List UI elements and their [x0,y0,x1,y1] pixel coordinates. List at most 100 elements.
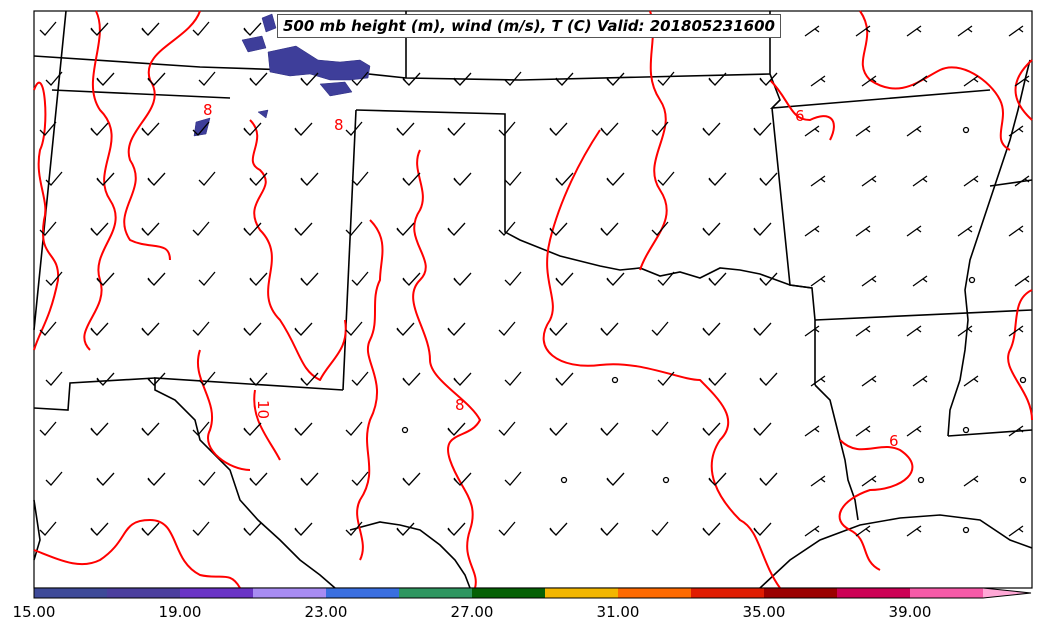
wind-barb-icon [396,222,415,236]
colorbar-segment [545,588,618,598]
wind-barb-icon [861,375,877,387]
calm-wind-circle-icon [1019,476,1027,484]
wind-barb-icon [147,372,166,386]
calm-wind-circle-icon [1019,376,1027,384]
colorbar-segment [910,588,983,598]
wind-barb-icon [45,171,63,186]
calm-wind-circle-icon [962,126,970,134]
wind-barb-icon [351,471,369,486]
calm-wind-circle-icon [611,376,619,384]
wind-barb-icon [708,172,727,186]
wind-barb-icon [198,371,216,386]
wind-barb-icon [192,121,210,136]
wind-barb-icon [963,475,979,487]
wind-barb-icon [345,521,363,536]
contour-label: 10 [254,400,272,419]
wind-barb-icon [147,272,166,286]
wind-barb-icon [804,25,820,37]
wind-barb-icon [345,121,363,136]
wind-barb-icon [402,472,421,486]
wind-barb-icon [810,75,826,87]
wind-barb-icon [708,472,727,486]
wind-barb-icon [396,322,415,336]
colorbar [33,587,1032,599]
wind-barb-icon [1008,125,1024,137]
wind-barb-icon [249,372,268,386]
contour-label: 8 [203,101,213,119]
wind-barb-icon [45,71,63,86]
wind-barb-icon [396,122,415,136]
wind-barb-icon [1008,225,1024,237]
wind-barb-icon [549,222,568,236]
colorbar-tick-label: 15.00 [12,603,56,621]
wind-barb-icon [504,371,522,386]
wind-barb-icon [96,272,115,286]
wind-barb-icon [753,222,772,236]
wind-speed-shading [193,13,371,137]
wind-barb-icon [810,175,826,187]
wind-barb-icon [90,422,109,436]
wind-barb-icon [606,172,625,186]
wind-barb-icon [351,71,369,86]
wind-barb-icon [651,121,669,136]
wind-barb-icon [549,522,568,536]
colorbar-tick-label: 35.00 [742,603,786,621]
colorbar-tick-label: 31.00 [596,603,640,621]
wind-barb-icon [453,172,472,186]
wind-barb-icon [606,472,625,486]
wind-barb-icon [447,422,466,436]
wind-barb-icon [498,321,516,336]
wind-barb-icon [192,21,210,36]
wind-barb-icon [504,171,522,186]
wind-barb-icon [243,222,262,236]
wind-barb-icon [555,172,574,186]
wind-barb-icon [555,372,574,386]
wind-barb-icon [249,72,268,86]
calm-wind-circle-icon [401,426,409,434]
wind-barb-icon [855,325,871,337]
wind-barb-icon [498,421,516,436]
wind-barb-icon [249,172,268,186]
colorbar-segment [180,588,253,598]
wind-barb-icon [1008,525,1024,537]
wind-barb-icon [90,222,109,236]
wind-barb-icon [192,421,210,436]
wind-barb-icon [141,422,160,436]
wind-barb-icon [657,271,675,286]
wind-barb-icon [606,272,625,286]
wind-barb-icon [861,475,877,487]
wind-barb-icon [294,522,313,536]
wind-barb-icon [804,225,820,237]
wind-barb-icon [192,221,210,236]
wind-barb-icon [651,421,669,436]
contour-label: 8 [334,116,344,134]
wind-barb-icon [702,422,721,436]
calm-wind-circle-icon [917,476,925,484]
wind-barb-icon [759,172,778,186]
colorbar-segment [34,588,107,598]
wind-barb-icon [141,322,160,336]
wind-barb-icon [192,521,210,536]
wind-barb-icon [600,522,619,536]
wind-barb-icon [300,472,319,486]
wind-barb-icon [753,322,772,336]
wind-barb-icon [498,121,516,136]
wind-barb-icon [498,521,516,536]
wind-barb-icon [759,272,778,286]
calm-wind-circle-icon [662,476,670,484]
wind-barb-icon [855,225,871,237]
wind-barb-icon [504,471,522,486]
wind-barb-icon [300,372,319,386]
wind-barb-icon [549,422,568,436]
wind-barb-icon [90,22,109,36]
wind-barb-icon [402,372,421,386]
wind-barb-icon [396,522,415,536]
wind-barb-icon [906,425,922,437]
wind-barb-icon [198,271,216,286]
contour-label: 6 [889,432,899,450]
wind-barb-icon [810,475,826,487]
colorbar-tick-label: 39.00 [888,603,932,621]
calm-wind-circle-icon [962,526,970,534]
wind-barb-icon [45,371,63,386]
wind-barb-icon [753,422,772,436]
